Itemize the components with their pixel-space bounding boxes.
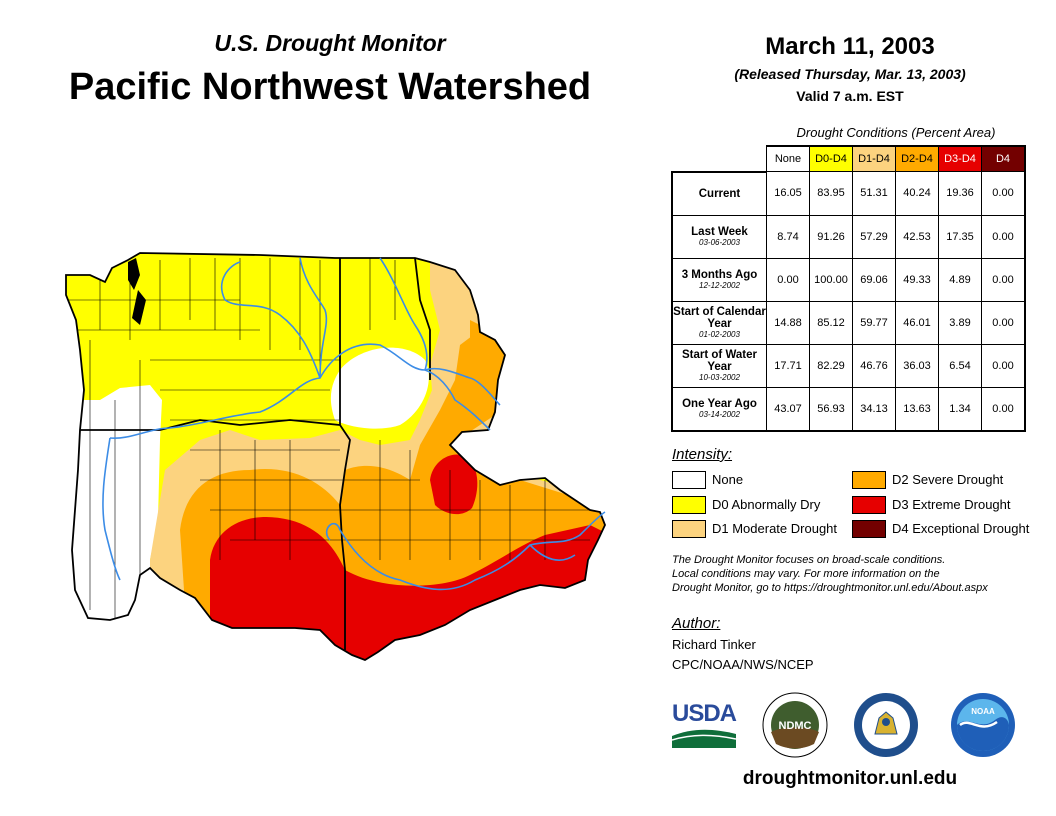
legend-swatch [852,496,886,514]
cell-value: 42.53 [895,214,939,259]
cell-value: 19.36 [938,171,982,216]
note-line: Local conditions may vary. For more info… [672,568,940,580]
cell-value: 46.01 [895,300,939,345]
commerce-seal [854,693,918,757]
none-area-central [330,347,429,429]
cell-value: 13.63 [895,386,939,432]
website-url[interactable]: droughtmonitor.unl.edu [742,768,958,789]
cell-value: 57.29 [852,214,896,259]
col-d3-d4: D3-D4 [938,145,982,172]
legend-label: D4 Exceptional Drought [892,521,1030,536]
cell-value: 0.00 [981,343,1026,388]
row-label: One Year Ago 03-14-2002 [671,386,767,432]
d3-area-patch [430,454,478,515]
legend-swatch [672,520,706,538]
author-heading: Author: [672,615,721,632]
cell-value: 91.26 [809,214,853,259]
cell-value: 83.95 [809,171,853,216]
cell-value: 0.00 [981,300,1026,345]
row-label: 3 Months Ago 12-12-2002 [671,257,767,302]
table-row: Start of Calendar Year 01-02-2003 14.88 8… [671,300,1026,345]
table-corner [672,146,767,173]
cell-value: 17.35 [938,214,982,259]
rivers [102,257,606,591]
none-area-west [66,253,162,660]
ndmc-logo: NDMC [762,692,828,758]
drought-conditions-table: None D0-D4 D1-D4 D2-D4 D3-D4 D4 Current … [671,145,1026,432]
legend-swatch [672,496,706,514]
cell-value: 3.89 [938,300,982,345]
cell-value: 16.05 [766,171,810,216]
table-caption: Drought Conditions (Percent Area) [796,125,996,140]
col-none: None [766,145,810,172]
map-title: Pacific Northwest Watershed [68,66,592,108]
table-header-row: None D0-D4 D1-D4 D2-D4 D3-D4 D4 [672,145,1026,173]
cell-value: 43.07 [766,386,810,432]
legend-label: D3 Extreme Drought [892,497,1011,512]
cell-value: 0.00 [766,257,810,302]
drought-map [65,252,606,661]
cell-value: 49.33 [895,257,939,302]
disclaimer-note: The Drought Monitor focuses on broad-sca… [672,553,1042,595]
ndmc-logo-text: NDMC [779,720,812,732]
noaa-logo-text: NOAA [971,707,995,716]
map-subtitle: U.S. Drought Monitor [214,30,446,56]
table-row: Start of Water Year 10-03-2002 17.71 82.2… [671,343,1026,388]
author-organization: CPC/NOAA/NWS/NCEP [672,657,814,672]
row-label: Current [671,171,767,216]
row-label: Start of Calendar Year 01-02-2003 [671,300,767,345]
cell-value: 17.71 [766,343,810,388]
release-date: (Released Thursday, Mar. 13, 2003) [734,66,966,82]
cell-value: 1.34 [938,386,982,432]
col-d0-d4: D0-D4 [809,145,853,172]
note-line: The Drought Monitor focuses on broad-sca… [672,554,946,566]
cell-value: 8.74 [766,214,810,259]
cell-value: 82.29 [809,343,853,388]
usda-logo-text: USDA [672,700,737,727]
legend-label: None [712,472,744,487]
table-row: 3 Months Ago 12-12-2002 0.00 100.00 69.06… [671,257,1026,302]
author-name: Richard Tinker [672,637,756,652]
col-d4: D4 [981,145,1026,172]
row-label: Start of Water Year 10-03-2002 [671,343,767,388]
legend-label: D0 Abnormally Dry [712,497,821,512]
cell-value: 59.77 [852,300,896,345]
state-borders [65,252,606,661]
county-lines [66,258,600,620]
table-row: Current 16.05 83.95 51.31 40.24 19.36 0.… [671,171,1026,216]
col-d2-d4: D2-D4 [895,145,939,172]
cell-value: 0.00 [981,171,1026,216]
legend-swatch [672,471,706,489]
cell-value: 56.93 [809,386,853,432]
cell-value: 85.12 [809,300,853,345]
cell-value: 4.89 [938,257,982,302]
cell-value: 6.54 [938,343,982,388]
cell-value: 0.00 [981,386,1026,432]
cell-value: 40.24 [895,171,939,216]
note-line: Drought Monitor, go to https://droughtmo… [672,582,988,594]
cell-value: 14.88 [766,300,810,345]
legend-title: Intensity: [672,446,733,463]
legend-swatch [852,520,886,538]
cell-value: 0.00 [981,257,1026,302]
legend-label: D1 Moderate Drought [712,521,838,536]
col-d1-d4: D1-D4 [852,145,896,172]
legend-label: D2 Severe Drought [892,472,1004,487]
cell-value: 0.00 [981,214,1026,259]
table-row: Last Week 03-06-2003 8.74 91.26 57.29 42.… [671,214,1026,259]
puget-islands [128,258,146,325]
cell-value: 36.03 [895,343,939,388]
valid-time: Valid 7 a.m. EST [796,88,904,104]
map-date: March 11, 2003 [765,33,935,60]
cell-value: 51.31 [852,171,896,216]
cell-value: 69.06 [852,257,896,302]
table-row: One Year Ago 03-14-2002 43.07 56.93 34.13… [671,386,1026,432]
noaa-logo: NOAA [951,693,1015,757]
cell-value: 100.00 [809,257,853,302]
cell-value: 46.76 [852,343,896,388]
usda-hills-icon [672,729,736,748]
legend-swatch [852,471,886,489]
row-label: Last Week 03-06-2003 [671,214,767,259]
cell-value: 34.13 [852,386,896,432]
